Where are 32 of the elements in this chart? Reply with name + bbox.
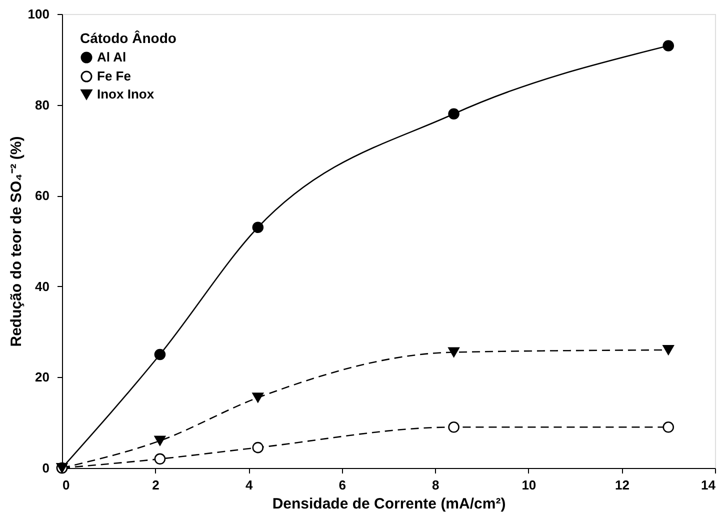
x-tick-label: 6 (338, 478, 346, 492)
legend-label: Fe Fe (97, 68, 131, 84)
y-tick-label: 20 (35, 370, 50, 385)
point (252, 442, 264, 454)
x-tick-label: 0 (62, 478, 70, 492)
point (154, 348, 166, 360)
y-tick-label: 100 (28, 6, 50, 22)
point (448, 347, 460, 358)
legend-title: Cátodo Ânodo (80, 30, 176, 46)
y-tick-label: 80 (35, 97, 50, 112)
y-axis-title: Redução do teor de SO₄⁻² (%) (8, 136, 25, 347)
point (662, 344, 674, 355)
x-tick-label: 12 (614, 478, 630, 492)
x-tick-label: 10 (522, 478, 536, 492)
legend-label: Inox Inox (97, 86, 155, 102)
point (662, 40, 674, 52)
point (154, 436, 166, 446)
point (662, 422, 674, 433)
point (252, 392, 264, 403)
point (154, 453, 166, 465)
point (252, 222, 264, 234)
point (448, 108, 460, 120)
y-tick-label: 40 (35, 278, 50, 294)
y-tick-label: 60 (35, 188, 50, 204)
x-tick-label: 4 (245, 478, 254, 492)
x-tick-label: 14 (701, 478, 716, 492)
legend-label: Al Al (97, 50, 126, 64)
point (448, 422, 460, 433)
x-tick-label: 8 (432, 478, 440, 492)
y-tick-label: 0 (42, 460, 50, 476)
x-axis-title: Densidade de Corrente (mA/cm²) (272, 496, 506, 512)
x-tick-label: 2 (152, 478, 160, 492)
